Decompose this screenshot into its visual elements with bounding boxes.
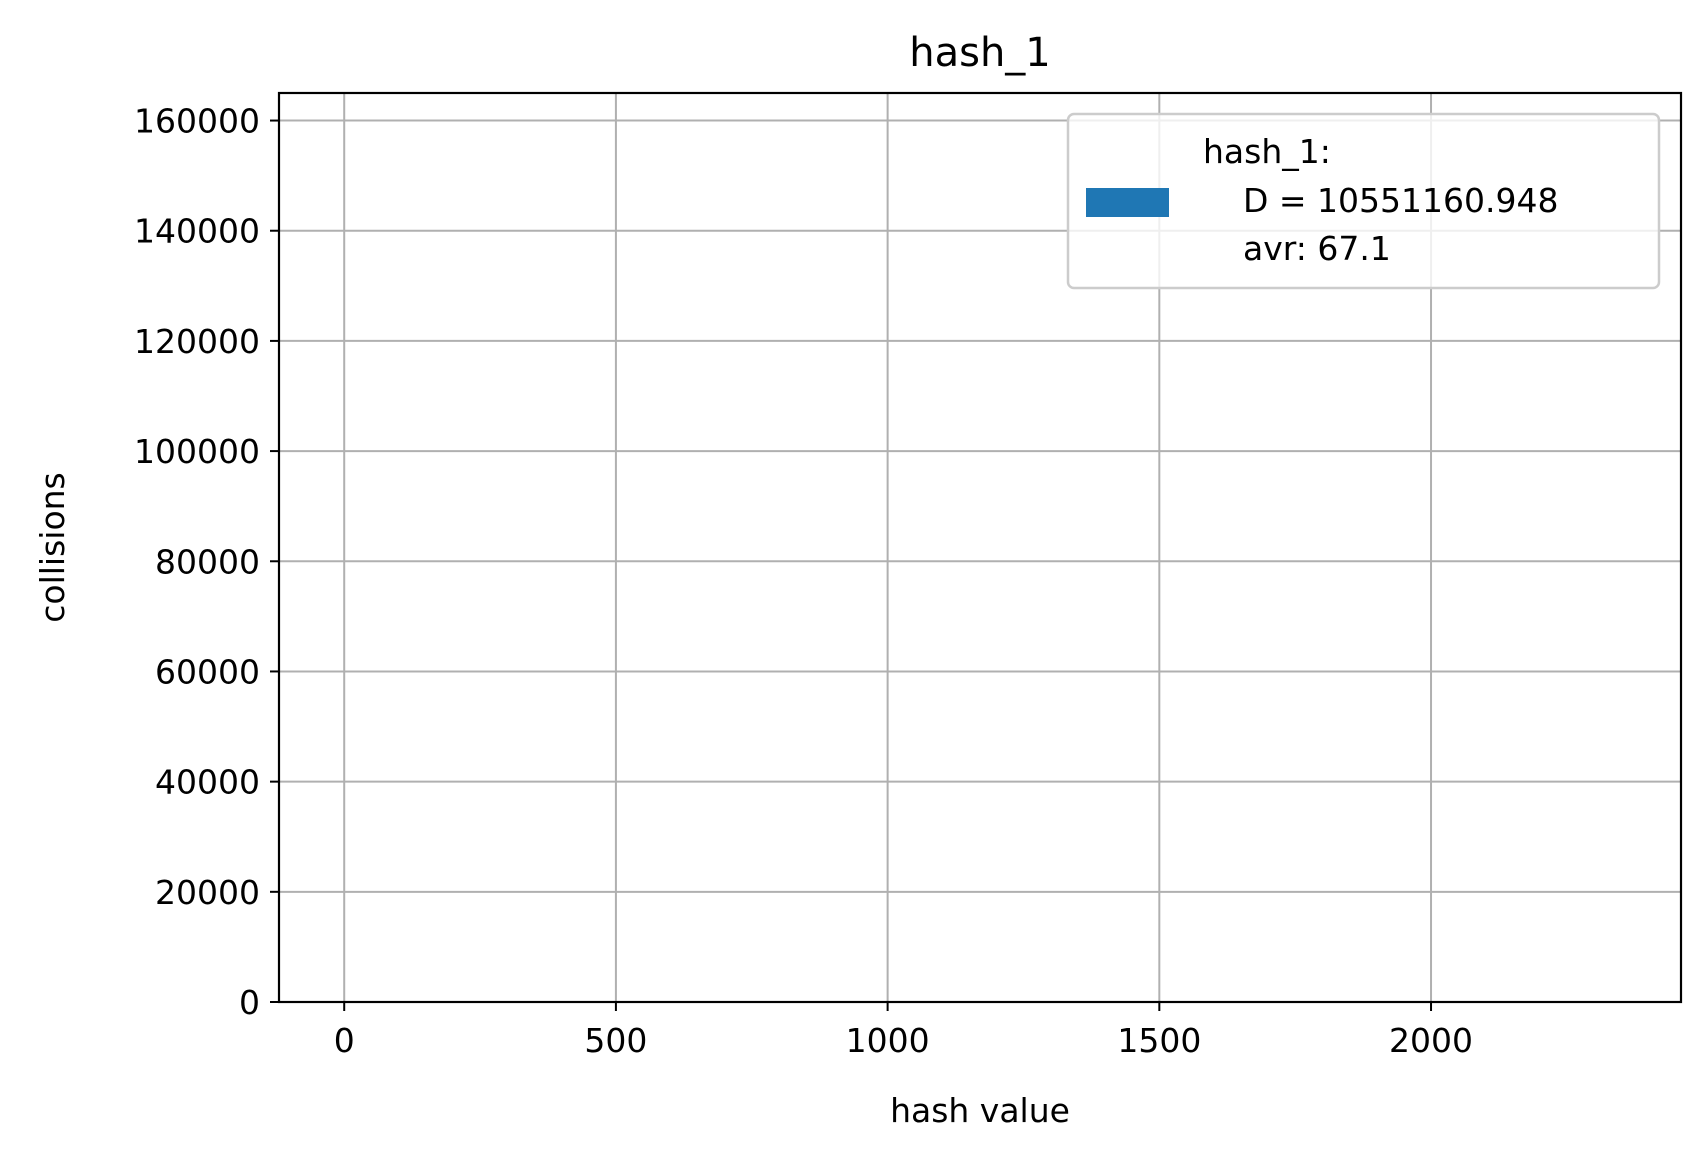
y-axis-label: collisions — [33, 472, 72, 623]
y-tick-label: 80000 — [155, 542, 260, 581]
legend-box — [1066, 112, 1661, 290]
chart-title: hash_1 — [909, 30, 1051, 76]
y-tick-label: 160000 — [134, 102, 260, 141]
legend-line-avr: avr: 67.1 — [1243, 229, 1391, 268]
legend-line-d: D = 10551160.948 — [1243, 181, 1558, 220]
y-tick-label: 120000 — [134, 322, 260, 361]
y-tick-label: 140000 — [134, 212, 260, 251]
plot-area-frame — [277, 91, 1683, 1004]
x-axis-label: hash value — [890, 1091, 1070, 1130]
x-tick-label: 1500 — [1117, 1021, 1201, 1060]
x-tick-label: 2000 — [1389, 1021, 1473, 1060]
legend-title: hash_1: — [1203, 132, 1331, 171]
ticks: 0 500 1000 1500 2000020000400006000080000100… — [134, 102, 1473, 1060]
y-tick-label: 0 — [239, 983, 260, 1022]
y-tick-label: 100000 — [134, 432, 260, 471]
y-tick-label: 20000 — [155, 873, 260, 912]
y-tick-label: 40000 — [155, 763, 260, 802]
y-tick-label: 60000 — [155, 652, 260, 691]
x-tick-label: 1000 — [846, 1021, 930, 1060]
x-tick-label: 0 — [334, 1021, 355, 1060]
grid — [279, 93, 1681, 1003]
x-tick-label: 500 — [584, 1021, 647, 1060]
legend-swatch — [1086, 188, 1169, 217]
legend: hash_1: D = 10551160.948 avr: 67.1 — [1066, 112, 1661, 290]
